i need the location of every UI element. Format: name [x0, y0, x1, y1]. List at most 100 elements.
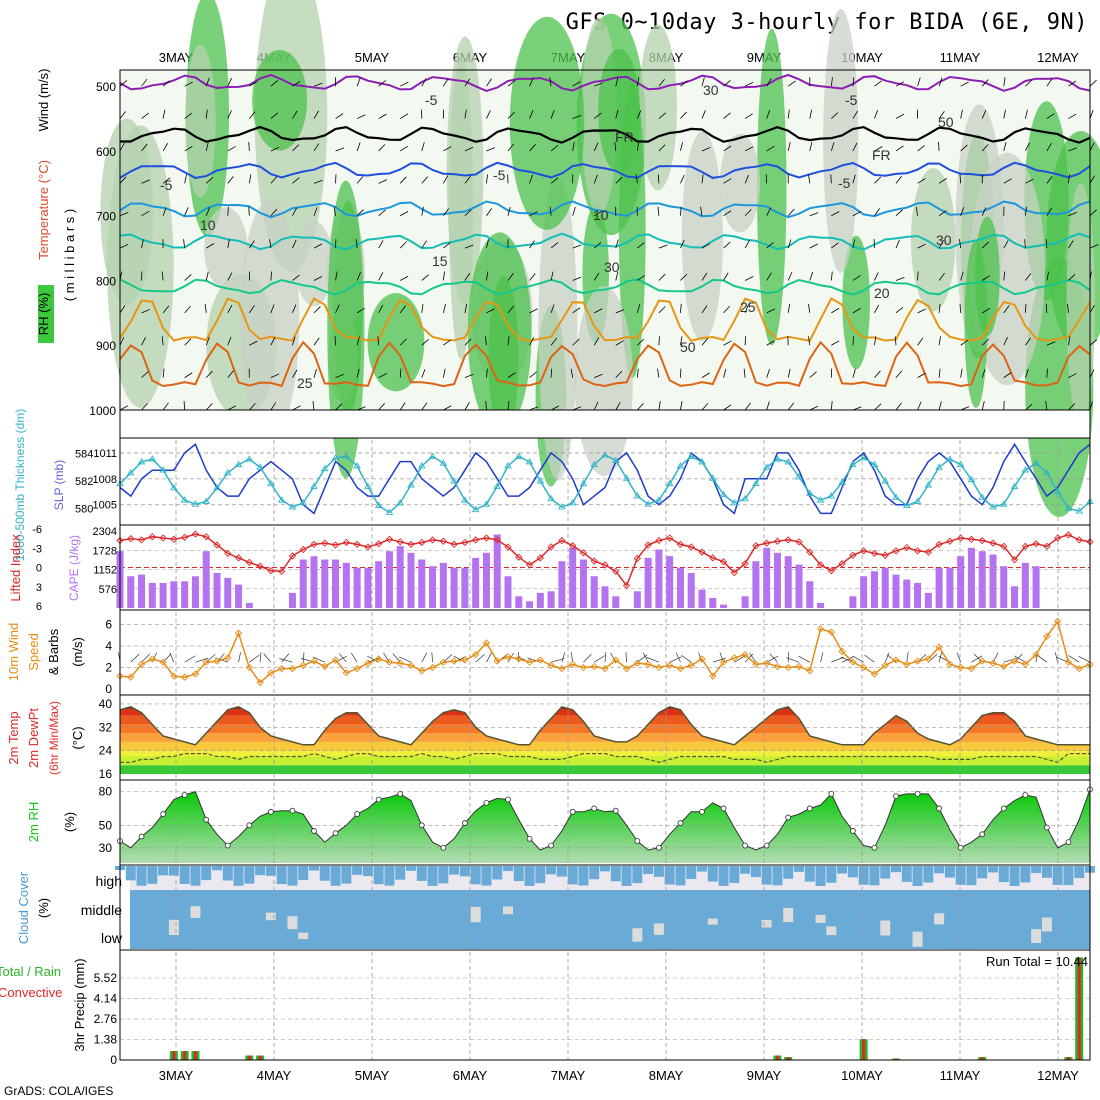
- surface-barb: [1003, 657, 1017, 663]
- thickness-point: [795, 473, 803, 480]
- wind-barb: [981, 79, 989, 87]
- wind-barb: [421, 78, 427, 87]
- wind-speed-point: [687, 661, 695, 670]
- cloud-cell: [1041, 866, 1052, 878]
- thickness-point: [622, 474, 631, 481]
- wind-barb: [270, 337, 276, 346]
- wind-speed-point: [396, 659, 404, 667]
- wind-barb: [809, 109, 813, 119]
- cape-bar: [191, 576, 199, 608]
- cloud-cell: [158, 866, 169, 876]
- rh-point: [203, 816, 210, 823]
- thickness-point: [870, 460, 879, 468]
- lifted-index-point: [870, 549, 879, 558]
- wind-barb: [960, 207, 964, 216]
- lifted-index-point: [450, 540, 458, 549]
- wind-speed-point: [569, 660, 577, 668]
- surface-barb: [259, 652, 262, 663]
- cape-bar: [957, 556, 965, 608]
- cloud-cell: [578, 866, 589, 886]
- precip-bar-conv: [775, 1055, 779, 1060]
- lifted-index-point: [1021, 542, 1029, 550]
- rh-point: [849, 828, 856, 834]
- rh-point: [828, 790, 835, 797]
- y-tick-pressure: 900: [96, 339, 116, 353]
- wind-barb: [184, 207, 189, 216]
- lifted-index-point: [482, 534, 491, 542]
- wind-barb: [292, 239, 297, 249]
- wind-barb: [594, 308, 603, 314]
- cape-bar: [181, 581, 189, 608]
- wind-barb: [1089, 339, 1098, 346]
- x-tick-top: 12MAY: [1037, 50, 1079, 65]
- wind-barb: [507, 273, 514, 281]
- wind-barb: [248, 141, 250, 151]
- wind-speed-point: [903, 660, 911, 668]
- surface-barb: [475, 654, 485, 663]
- y-tick-precip: 0: [110, 1053, 117, 1067]
- cloud-cell: [891, 866, 901, 873]
- rh-point: [1022, 792, 1029, 798]
- cape-bar: [892, 574, 900, 608]
- thickness-point: [816, 496, 825, 503]
- x-tick-bottom: 8MAY: [649, 1068, 684, 1083]
- wind-barb: [184, 146, 193, 152]
- wind-barb: [572, 114, 582, 119]
- cape-bar: [698, 589, 706, 608]
- wind-barb: [658, 401, 661, 411]
- wind-barb: [184, 305, 191, 314]
- wind-speed-point: [245, 663, 253, 672]
- surface-barb: [884, 652, 890, 663]
- wind-barb: [464, 146, 474, 152]
- wind-barb: [529, 308, 538, 314]
- wind-barb: [1068, 147, 1077, 152]
- cloud-cell: [201, 866, 212, 881]
- wind-barb: [399, 338, 407, 346]
- wind-barb: [593, 112, 602, 119]
- wind10-label: Speed: [26, 633, 41, 671]
- wind-barb: [1046, 207, 1053, 216]
- cloud-cell-gap: [298, 932, 309, 940]
- wind-barb: [960, 406, 970, 411]
- wind-speed-point: [418, 667, 426, 675]
- precip-bar-conv: [894, 1058, 898, 1060]
- thickness-point: [590, 460, 599, 468]
- wind-barb: [485, 400, 487, 411]
- cloud-cell: [675, 866, 686, 886]
- lifted-index-point: [224, 549, 232, 558]
- wind-barb: [680, 336, 683, 346]
- thickness-point: [428, 452, 437, 459]
- rh-point: [1000, 805, 1007, 812]
- surface-barb: [604, 652, 607, 663]
- wind-barb: [421, 339, 429, 346]
- thickness-point: [892, 493, 900, 500]
- lifted-index-point: [191, 530, 200, 538]
- rh-line: [119, 789, 1091, 851]
- cloud-cell: [664, 866, 675, 885]
- wind-barb: [917, 401, 922, 411]
- wind-barb: [852, 239, 856, 249]
- thickness-point: [137, 457, 146, 465]
- thickness-point: [913, 497, 922, 504]
- cape-bar: [860, 576, 868, 608]
- thickness-point: [752, 479, 760, 487]
- wind-barb: [938, 401, 942, 411]
- surface-barb: [570, 652, 574, 663]
- wind-barb: [270, 176, 278, 184]
- wind-barb: [529, 240, 535, 249]
- wind-barb: [141, 112, 149, 119]
- y-tick-cape: 576: [99, 584, 117, 596]
- wind-barb: [378, 144, 386, 152]
- wind-barb: [313, 207, 318, 216]
- wind-barb: [874, 403, 882, 411]
- wind-barb: [335, 271, 338, 281]
- thickness-point: [676, 462, 685, 469]
- thickness-point: [536, 477, 545, 484]
- lifted-index-point: [763, 539, 771, 547]
- rh-shade: [681, 131, 723, 342]
- surface-barb: [973, 653, 983, 663]
- wind-barb: [723, 80, 731, 87]
- lifted-index-point: [321, 539, 329, 547]
- wind-barb: [593, 174, 598, 184]
- wind-barb: [205, 177, 214, 184]
